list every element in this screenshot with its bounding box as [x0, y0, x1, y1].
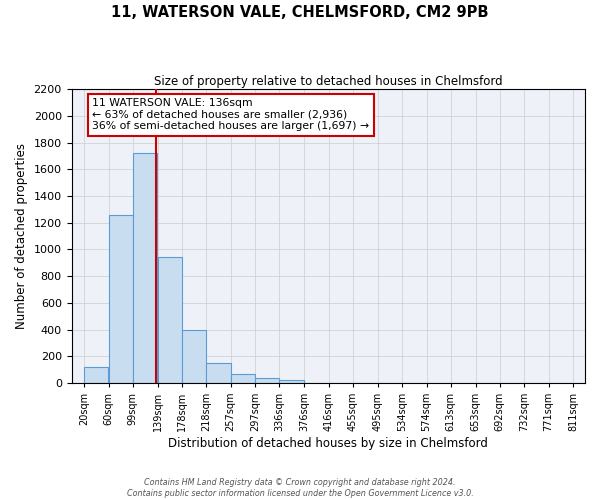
Text: 11, WATERSON VALE, CHELMSFORD, CM2 9PB: 11, WATERSON VALE, CHELMSFORD, CM2 9PB [111, 5, 489, 20]
Bar [109, 214, 133, 383]
Bar [280, 380, 304, 383]
Text: 11 WATERSON VALE: 136sqm
← 63% of detached houses are smaller (2,936)
36% of sem: 11 WATERSON VALE: 136sqm ← 63% of detach… [92, 98, 369, 131]
Text: Contains HM Land Registry data © Crown copyright and database right 2024.
Contai: Contains HM Land Registry data © Crown c… [127, 478, 473, 498]
Bar [182, 330, 206, 383]
Y-axis label: Number of detached properties: Number of detached properties [15, 143, 28, 329]
Title: Size of property relative to detached houses in Chelmsford: Size of property relative to detached ho… [154, 75, 503, 88]
Bar [206, 363, 230, 383]
X-axis label: Distribution of detached houses by size in Chelmsford: Distribution of detached houses by size … [169, 437, 488, 450]
Bar [84, 367, 108, 383]
Bar [133, 154, 157, 383]
Bar [158, 258, 182, 383]
Bar [255, 378, 280, 383]
Bar [230, 374, 254, 383]
